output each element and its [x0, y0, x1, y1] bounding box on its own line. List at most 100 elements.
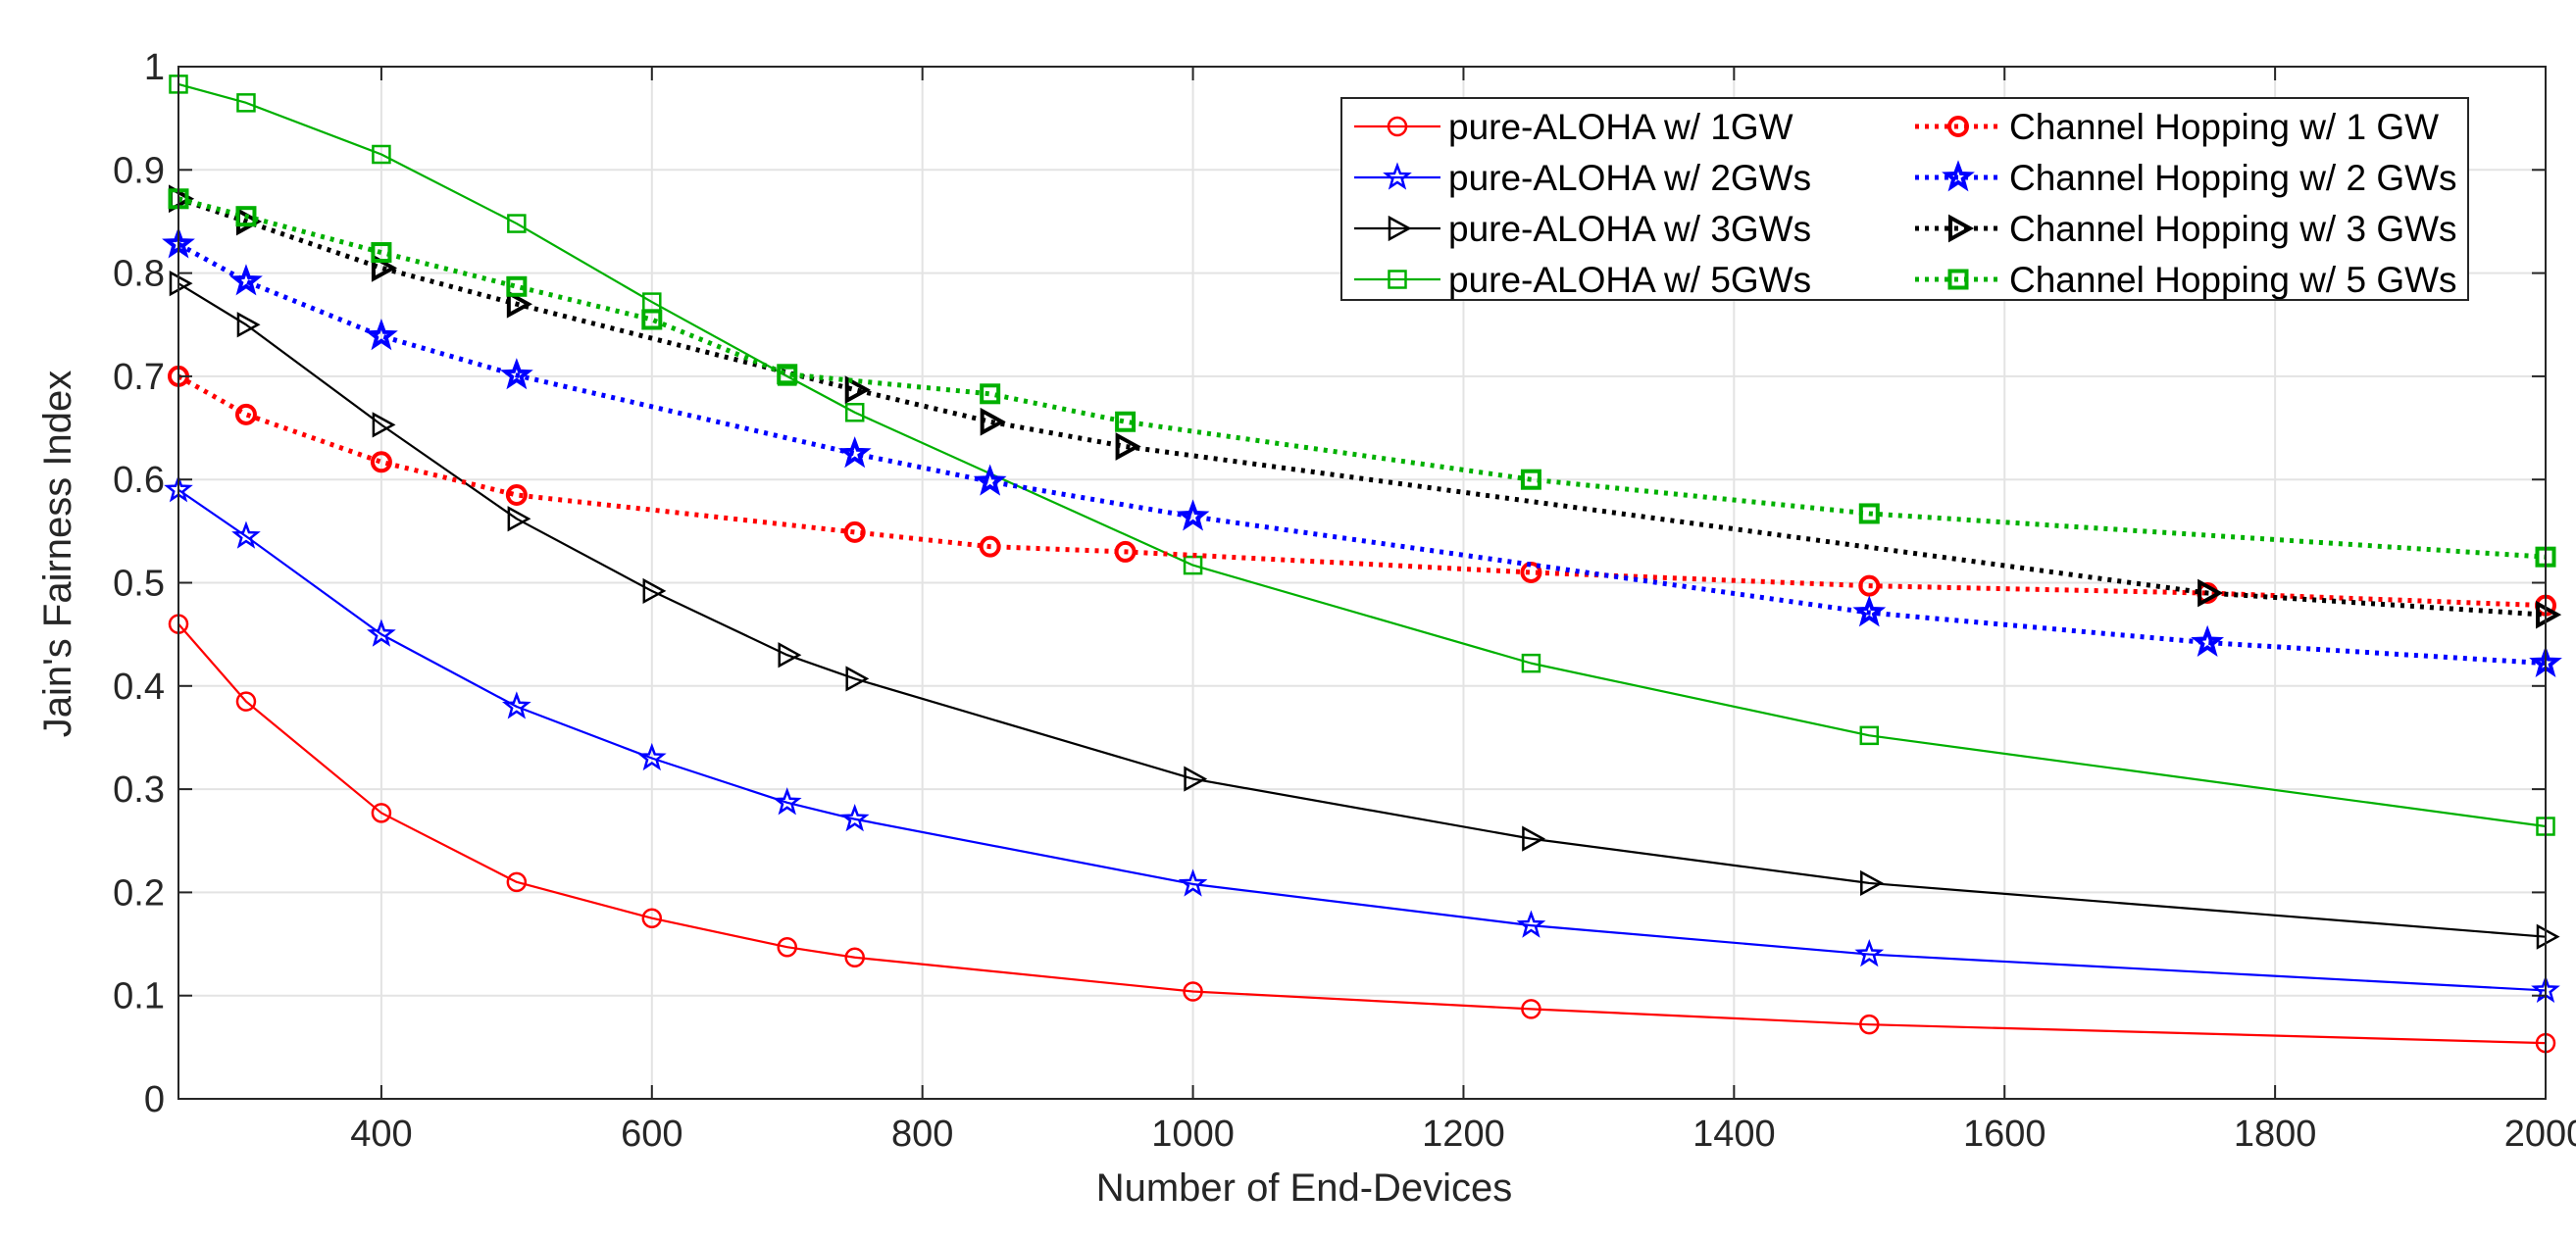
x-tick-label: 1600 [1963, 1114, 2046, 1155]
x-axis-title: Number of End-Devices [1096, 1166, 1513, 1210]
data-point [1184, 766, 1208, 792]
y-tick-label: 0.2 [113, 872, 165, 914]
y-tick-label: 0.1 [113, 976, 165, 1017]
y-axis-title: Jain's Fairness Index [36, 371, 79, 737]
legend-label: pure-ALOHA w/ 3GWs [1448, 209, 1811, 249]
data-point [1948, 214, 1975, 243]
data-point [1387, 116, 1408, 137]
data-point [2197, 578, 2224, 608]
series-line [177, 622, 2547, 1045]
legend-entry-3: pure-ALOHA w/ 3GWs [1354, 209, 1811, 249]
data-point [1947, 269, 1969, 290]
series-line [177, 196, 2547, 618]
data-point [367, 619, 396, 647]
series-2 [164, 474, 2560, 1004]
legend-label: Channel Hopping w/ 3 GWs [2009, 209, 2457, 249]
x-tick-label: 1800 [2234, 1114, 2317, 1155]
data-point [1521, 653, 1541, 673]
y-tick-label: 0.9 [113, 150, 165, 191]
data-point [1854, 938, 1885, 967]
x-tick-label: 600 [621, 1114, 682, 1155]
data-point [1520, 469, 1541, 490]
y-tick-label: 1 [144, 47, 165, 88]
data-point [641, 908, 663, 928]
series-line [177, 488, 2547, 992]
data-point [2536, 923, 2560, 950]
data-point [502, 691, 531, 719]
data-point [636, 742, 667, 771]
y-tick-label: 0.6 [113, 460, 165, 501]
data-point [839, 804, 870, 832]
data-point [777, 364, 798, 385]
series-3 [169, 271, 2560, 950]
data-point [169, 271, 193, 297]
data-point [642, 577, 667, 605]
y-tick-label: 0 [144, 1079, 165, 1120]
data-point [1115, 432, 1141, 461]
legend-entry-5: Channel Hopping w/ 1 GW [1915, 107, 2439, 147]
series-line [177, 241, 2547, 667]
data-point [506, 871, 528, 893]
series-5 [168, 365, 2556, 617]
data-point [1388, 270, 1407, 289]
legend-entry-2: pure-ALOHA w/ 2GWs [1354, 158, 1811, 198]
data-point [845, 666, 870, 692]
x-tick-label: 2000 [2504, 1114, 2576, 1155]
legend-label: pure-ALOHA w/ 2GWs [1448, 158, 1811, 198]
legend-label: pure-ALOHA w/ 5GWs [1448, 260, 1811, 300]
y-tick-label: 0.7 [113, 357, 165, 398]
data-point [844, 375, 871, 404]
data-point [1858, 574, 1881, 597]
data-point [506, 275, 528, 297]
data-point [1521, 999, 1541, 1019]
data-point [641, 309, 663, 330]
data-point [843, 520, 866, 543]
legend-box [1340, 97, 2469, 301]
data-point [370, 451, 392, 473]
series-8 [168, 188, 2556, 568]
x-tick-label: 400 [350, 1114, 412, 1155]
legend-entry-1: pure-ALOHA w/ 1GW [1354, 107, 1793, 147]
data-point [979, 535, 1001, 558]
data-point [231, 520, 261, 549]
data-point [1176, 499, 1210, 531]
data-point [1388, 215, 1412, 242]
y-tick-label: 0.3 [113, 769, 165, 811]
data-point [372, 412, 396, 438]
series-line [177, 282, 2547, 938]
data-point [973, 464, 1007, 496]
series-line [177, 82, 2547, 828]
data-point [1947, 116, 1969, 137]
x-tick-label: 1200 [1422, 1114, 1505, 1155]
data-point [1115, 411, 1136, 432]
data-point [1942, 160, 1975, 192]
data-point [1516, 910, 1546, 938]
data-point [506, 289, 533, 319]
data-point [371, 803, 392, 823]
data-point [1859, 1014, 1880, 1035]
data-point [1183, 981, 1203, 1002]
y-tick-label: 0.8 [113, 254, 165, 295]
data-point [499, 358, 533, 390]
legend-entry-8: Channel Hopping w/ 5 GWs [1915, 260, 2457, 300]
data-point [777, 936, 797, 958]
data-point [1178, 868, 1208, 897]
data-point [778, 642, 802, 669]
data-point [236, 312, 261, 338]
data-point [844, 947, 865, 967]
data-point [235, 206, 257, 227]
legend-label: Channel Hopping w/ 2 GWs [2009, 158, 2457, 198]
legend-label: Channel Hopping w/ 5 GWs [2009, 260, 2457, 300]
data-point [1383, 162, 1412, 190]
x-axis: 400 600 800 1000 1200 1400 1600 1800 2000 [350, 67, 2576, 1155]
y-axis: 0 0.1 0.2 0.3 0.4 0.5 0.6 0.7 0.8 0.9 1 [113, 47, 2546, 1120]
data-point [234, 403, 257, 425]
y-tick-label: 0.4 [113, 667, 165, 708]
data-point [1522, 825, 1546, 852]
data-point [507, 214, 527, 233]
data-point [980, 407, 1006, 436]
y-tick-label: 0.5 [113, 564, 165, 605]
data-point [1114, 540, 1136, 563]
series-6 [162, 226, 2562, 678]
